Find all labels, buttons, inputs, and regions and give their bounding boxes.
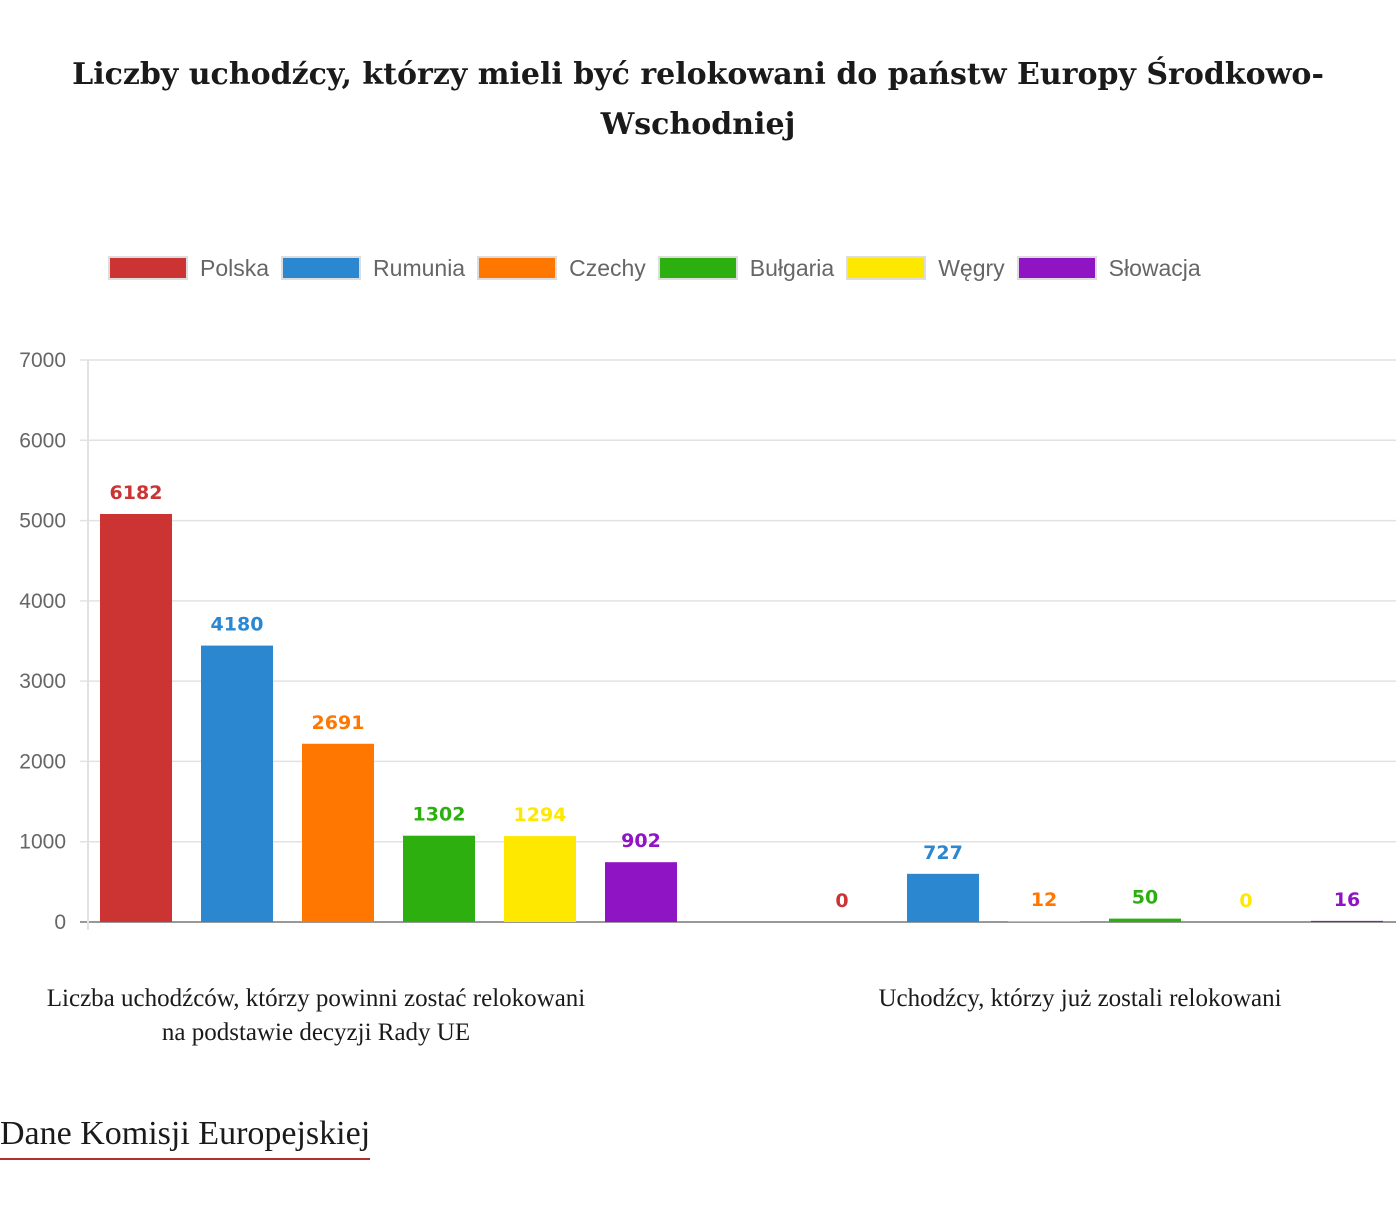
data-label: 16 [1334,889,1360,911]
data-label: 902 [621,830,661,852]
legend-item-3[interactable]: Bułgaria [657,254,835,282]
bar-słowacja [1311,920,1383,922]
legend-item-0[interactable]: Polska [108,255,269,282]
bar-rumunia [201,645,273,922]
bar-rumunia [907,873,979,922]
legend-item-5[interactable]: Słowacja [1016,254,1201,282]
legend-swatch [477,256,558,280]
bar-czechy [302,743,374,922]
data-label: 1294 [514,804,567,826]
legend-label: Polska [200,254,270,281]
data-label: 2691 [312,712,365,734]
category-label-relocated: Uchodźcy, którzy już zostali relokowani [878,985,1282,1012]
y-tick-label: 7000 [19,349,66,372]
legend-swatch [657,256,738,280]
y-tick-label: 3000 [19,670,66,693]
data-label: 0 [835,890,848,912]
y-tick-label: 1000 [19,831,66,854]
y-tick-label: 5000 [19,510,66,533]
data-label: 50 [1132,887,1158,909]
category-label-planned: Liczba uchodźców, którzy powinni zostać … [46,985,586,1046]
legend-item-2[interactable]: Czechy [477,255,646,282]
y-tick-label: 0 [54,911,66,934]
data-label: 12 [1031,889,1057,911]
data-label: 0 [1239,890,1252,912]
legend-label: Bułgaria [749,254,835,281]
chart-title: Liczby uchodźcy, którzy mieli być reloko… [72,57,1324,142]
legend-swatch [281,256,362,280]
y-tick-label: 4000 [19,590,66,613]
y-tick-label: 2000 [19,750,66,773]
bar-chart: 0100020003000400050006000700061824180269… [19,349,1396,934]
legend-item-4[interactable]: Węgry [846,254,1005,282]
legend-swatch [846,256,927,280]
bar-słowacja [605,862,677,922]
legend-swatch [1016,256,1097,280]
bar-czechy [1008,921,1080,922]
legend-label: Czechy [569,254,646,281]
bar-polska [100,513,172,922]
legend-item-1[interactable]: Rumunia [281,255,465,282]
source-link[interactable]: Dane Komisji Europejskiej [0,1112,371,1160]
legend-label: Rumunia [373,254,466,281]
legend-swatch [108,256,188,280]
bar-bułgaria [403,835,475,922]
bar-węgry [504,836,576,922]
chart-legend: Polska Rumunia Czechy Bułgaria Węgry Słowacja [108,252,1213,284]
bar-bułgaria [1109,918,1181,922]
data-label: 4180 [211,614,264,636]
legend-label: Słowacja [1108,254,1201,281]
data-label: 1302 [413,804,466,826]
legend-label: Węgry [938,254,1005,281]
data-label: 727 [923,842,963,864]
data-label: 6182 [110,482,163,504]
y-tick-label: 6000 [19,429,66,452]
